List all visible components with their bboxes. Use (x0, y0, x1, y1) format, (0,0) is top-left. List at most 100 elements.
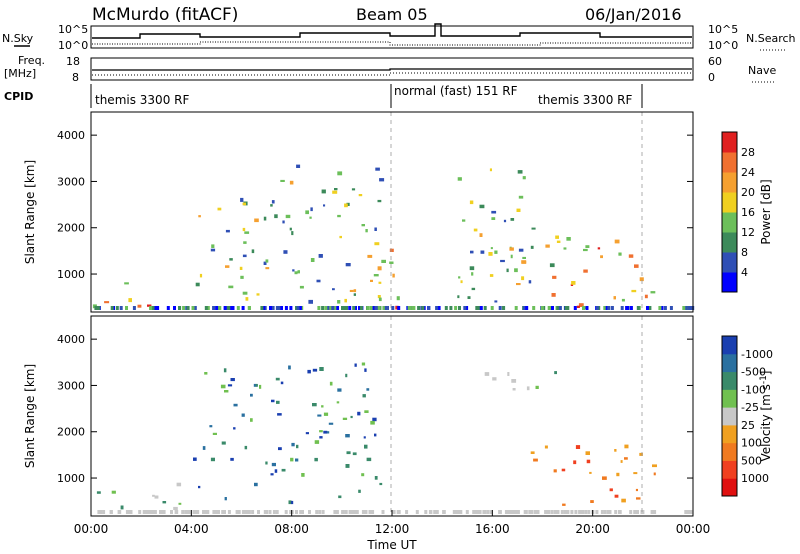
data-cell (477, 306, 481, 310)
data-cell (256, 293, 260, 296)
data-cell (595, 510, 599, 514)
data-cell (530, 245, 534, 249)
data-cell (295, 458, 299, 462)
data-cell (551, 293, 556, 297)
data-cell (324, 306, 328, 310)
data-cell (96, 491, 101, 494)
data-cell (260, 306, 264, 310)
data-cell (342, 306, 346, 310)
data-cell (371, 510, 375, 514)
data-cell (570, 510, 574, 514)
data-cell (363, 436, 366, 439)
data-cell (315, 510, 319, 514)
colorbar-swatch (722, 132, 737, 153)
data-cell (556, 306, 560, 310)
data-cell (633, 472, 638, 475)
data-cell (223, 306, 227, 310)
data-cell (310, 258, 315, 262)
data-cell (396, 510, 400, 514)
data-cell (110, 306, 114, 310)
data-cell (518, 195, 524, 199)
data-cell (125, 510, 129, 514)
data-cell (574, 510, 578, 514)
data-cell (224, 390, 229, 393)
data-cell (570, 283, 574, 286)
data-cell (633, 510, 637, 514)
data-cell (332, 190, 338, 194)
data-cell (379, 482, 383, 486)
data-cell (375, 167, 380, 171)
data-cell (281, 468, 286, 472)
data-cell (498, 510, 502, 514)
data-cell (241, 306, 245, 310)
data-cell (263, 510, 267, 514)
data-cell (644, 294, 648, 299)
data-cell (354, 306, 357, 310)
data-cell (198, 215, 201, 218)
data-cell (566, 237, 571, 241)
data-cell (411, 306, 415, 310)
data-cell (361, 510, 365, 514)
data-cell (498, 306, 502, 310)
data-cell (459, 510, 463, 514)
data-cell (370, 420, 375, 425)
data-cell (241, 510, 245, 514)
x-tick-label: 20:00 (575, 522, 610, 536)
cpid-segment-3: themis 3300 RF (538, 93, 632, 107)
data-cell (522, 176, 526, 180)
data-cell (544, 510, 548, 514)
data-cell (512, 388, 516, 391)
data-cell (465, 510, 469, 514)
data-cell (460, 280, 463, 284)
data-cell (636, 306, 640, 310)
data-cell (507, 372, 510, 376)
data-cell (111, 490, 116, 494)
data-cell (547, 510, 551, 514)
data-cell (609, 488, 613, 492)
data-cell (684, 306, 688, 310)
data-cell (254, 218, 259, 223)
data-cell (228, 285, 234, 289)
data-cell (435, 510, 439, 514)
data-cell (348, 306, 352, 310)
data-cell (156, 306, 160, 310)
data-cell (270, 473, 274, 476)
data-cell (193, 306, 197, 310)
data-cell (600, 510, 604, 514)
data-cell (606, 510, 610, 514)
data-cell (299, 510, 303, 514)
colorbar-tick-label: 12 (741, 226, 755, 239)
data-cell (395, 305, 399, 310)
data-cell (475, 306, 479, 310)
data-cell (209, 425, 213, 428)
data-cell (326, 306, 330, 310)
data-cell (358, 194, 363, 197)
data-cell (513, 510, 516, 514)
data-cell (244, 445, 248, 450)
colorbar-frame (721, 335, 738, 497)
velocity-colorbar: 1000 500 100 25 -25 -100 -500 -1000 (721, 335, 773, 497)
power-colorbar-label: Power [dB] (759, 179, 773, 244)
data-cell (521, 260, 526, 264)
data-cell (138, 510, 142, 514)
data-cell (465, 306, 469, 310)
data-cell (566, 306, 570, 310)
data-cell (271, 306, 275, 310)
data-cell (290, 457, 294, 462)
data-cell (530, 451, 535, 454)
data-cell (484, 372, 490, 376)
nave-tick-top: 60 (708, 55, 722, 68)
data-cell (221, 510, 225, 514)
data-cell (367, 254, 373, 258)
nave-tick-bottom: 0 (708, 71, 715, 84)
data-cell (175, 510, 179, 514)
data-cell (289, 180, 294, 185)
data-cell (124, 282, 129, 285)
colorbar-swatch (722, 460, 737, 479)
data-cell (648, 306, 652, 310)
data-cell (470, 250, 474, 254)
data-cell (346, 202, 350, 206)
data-cell (549, 263, 555, 268)
data-cell (516, 283, 521, 286)
colorbar-frame (721, 131, 738, 293)
